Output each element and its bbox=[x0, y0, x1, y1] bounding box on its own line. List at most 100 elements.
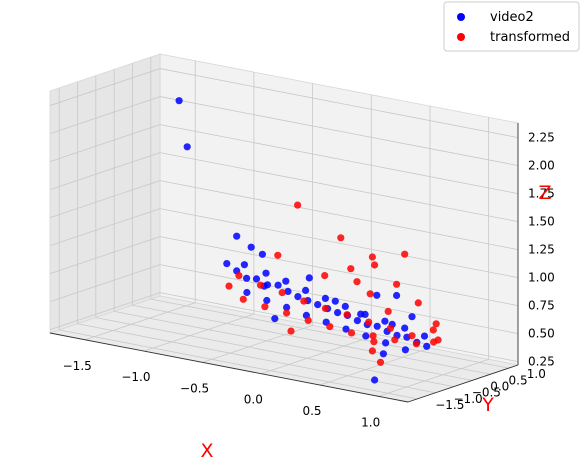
point-video2 bbox=[423, 342, 431, 350]
z-tick-label: 0.50 bbox=[528, 327, 555, 341]
point-video2 bbox=[263, 296, 271, 305]
point-transformed bbox=[274, 251, 282, 259]
grid-line-z bbox=[49, 180, 161, 218]
point-video2 bbox=[373, 322, 381, 330]
point-transformed bbox=[353, 278, 361, 286]
x-axis-line bbox=[49, 332, 409, 403]
legend-label-video2: video2 bbox=[490, 10, 534, 25]
point-video2 bbox=[302, 286, 310, 294]
z-tick-label: 1.75 bbox=[528, 187, 555, 201]
point-transformed bbox=[412, 340, 420, 348]
point-transformed bbox=[347, 329, 356, 337]
point-transformed bbox=[343, 311, 351, 319]
z-tick-label: 1.50 bbox=[528, 215, 555, 229]
point-transformed bbox=[384, 307, 392, 315]
x-tick-label: 0.5 bbox=[302, 404, 321, 418]
grid-line-z bbox=[159, 68, 519, 138]
grid-line-y bbox=[114, 311, 473, 381]
z-tick-label: 0.25 bbox=[528, 355, 555, 369]
grid-line-y bbox=[150, 298, 509, 369]
point-transformed bbox=[391, 336, 399, 344]
grid-line-z bbox=[159, 124, 519, 194]
point-transformed bbox=[283, 309, 291, 317]
point-video2 bbox=[420, 332, 429, 340]
point-video2 bbox=[271, 315, 279, 323]
y-tick-label: −1.0 bbox=[454, 392, 483, 406]
point-transformed bbox=[369, 332, 377, 340]
point-transformed bbox=[376, 358, 385, 366]
grid-line-z bbox=[49, 124, 161, 162]
x-tick-label: −1.5 bbox=[63, 359, 92, 373]
point-video2 bbox=[357, 310, 365, 318]
z-tick-label: 0.75 bbox=[528, 299, 555, 313]
point-transformed bbox=[304, 316, 312, 324]
point-video2 bbox=[401, 324, 409, 332]
point-transformed bbox=[434, 336, 442, 344]
point-video2 bbox=[274, 281, 282, 289]
point-transformed bbox=[432, 320, 440, 328]
point-transformed bbox=[321, 304, 329, 312]
point-transformed bbox=[347, 265, 355, 273]
x-tick-label: 0.0 bbox=[244, 393, 263, 407]
grid-line-x bbox=[85, 302, 196, 341]
grid-line-z bbox=[49, 292, 161, 331]
point-video2 bbox=[183, 143, 191, 151]
grid-line-y bbox=[59, 329, 418, 400]
point-video2 bbox=[175, 97, 183, 105]
legend-label-transformed: transformed bbox=[490, 30, 570, 45]
point-video2 bbox=[243, 288, 251, 297]
point-video2 bbox=[283, 303, 291, 311]
point-transformed bbox=[239, 295, 247, 303]
y-axis-line bbox=[407, 364, 519, 403]
point-transformed bbox=[365, 318, 373, 326]
point-video2 bbox=[362, 332, 370, 340]
point-video2 bbox=[223, 260, 231, 268]
point-transformed bbox=[287, 327, 295, 335]
point-video2 bbox=[262, 269, 270, 277]
grid-lines bbox=[49, 57, 519, 403]
point-transformed bbox=[414, 299, 422, 307]
axis-panes bbox=[48, 53, 520, 403]
grid-line-z bbox=[49, 96, 161, 134]
legend-frame bbox=[443, 1, 580, 52]
point-transformed bbox=[321, 272, 329, 280]
point-video2 bbox=[282, 277, 290, 285]
legend-marker-video2 bbox=[457, 13, 465, 21]
y-tick-label: 1.0 bbox=[527, 367, 546, 381]
legend-marker-transformed bbox=[457, 33, 465, 41]
y-tick-label: 0.0 bbox=[490, 379, 509, 393]
point-video2 bbox=[305, 274, 313, 282]
z-tick-label: 1.25 bbox=[528, 243, 555, 257]
point-transformed bbox=[300, 297, 308, 305]
grid-line-z bbox=[49, 68, 161, 106]
point-transformed bbox=[337, 234, 345, 242]
z-axis-label: Z bbox=[538, 182, 551, 204]
point-video2 bbox=[247, 243, 255, 251]
grid-line-z bbox=[159, 152, 519, 222]
grid-line-z bbox=[49, 152, 161, 190]
point-transformed bbox=[366, 290, 374, 298]
point-transformed bbox=[235, 272, 243, 280]
y-axis-label: Y bbox=[481, 394, 494, 416]
point-transformed bbox=[294, 201, 302, 209]
z-tick-label: 1.00 bbox=[528, 271, 555, 285]
legend: video2 transformed bbox=[443, 1, 580, 52]
grid-line-z bbox=[159, 264, 519, 335]
point-transformed bbox=[408, 332, 416, 340]
point-transformed bbox=[429, 326, 437, 334]
point-transformed bbox=[278, 289, 286, 297]
y-tick-label: −1.5 bbox=[435, 398, 464, 412]
z-tick-label: 2.00 bbox=[528, 159, 555, 173]
point-video2 bbox=[393, 291, 401, 300]
grid-line-z bbox=[49, 208, 161, 246]
grid-line-x bbox=[378, 358, 489, 397]
point-video2 bbox=[243, 274, 251, 282]
point-video2 bbox=[353, 317, 361, 325]
point-video2 bbox=[252, 275, 261, 283]
point-transformed bbox=[386, 324, 394, 332]
point-video2 bbox=[331, 297, 339, 305]
point-video2 bbox=[240, 261, 248, 269]
point-video2 bbox=[373, 291, 381, 299]
x-tick-label: 1.0 bbox=[361, 415, 380, 429]
grid-line-x bbox=[261, 336, 372, 375]
